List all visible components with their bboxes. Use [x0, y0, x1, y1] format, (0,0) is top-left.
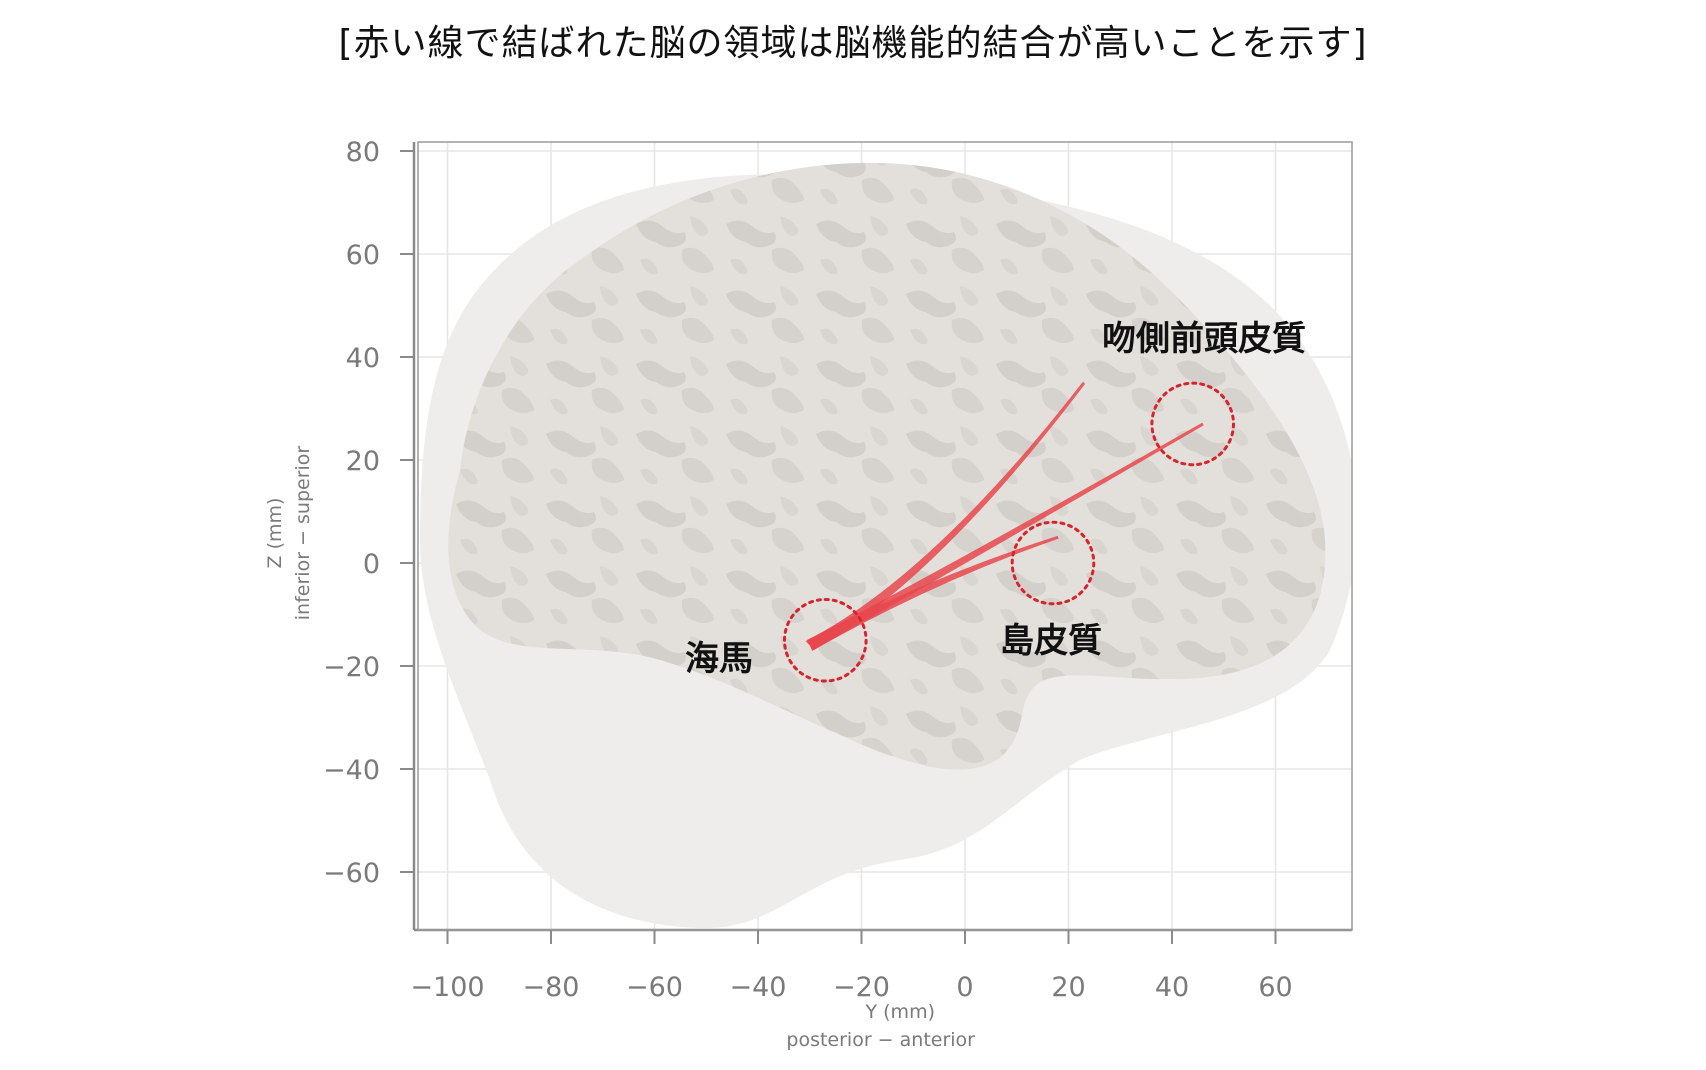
x-tick-label: 40	[1155, 972, 1189, 1003]
connection-ribbon	[807, 535, 1059, 651]
y-tick-label: 0	[363, 549, 380, 580]
region-circle	[782, 597, 868, 683]
y-tick-label: −60	[323, 858, 380, 889]
region-circles	[782, 381, 1235, 683]
y-axis-subtitle: inferior − superior	[292, 446, 314, 621]
region-circle	[1010, 520, 1096, 606]
y-tick-label: −40	[323, 755, 380, 786]
label-insula: 島皮質	[1000, 621, 1102, 661]
figure-title: [赤い線で結ばれた脳の領域は脳機能的結合が高いことを示す]	[338, 23, 1368, 64]
label-hippocampus: 海馬	[685, 639, 753, 679]
y-axis-title: Z (mm)	[264, 498, 286, 569]
y-axis-ticks: 80 60 40 20 0 −20 −40 −60	[323, 137, 414, 889]
x-tick-label: 20	[1051, 972, 1085, 1003]
x-tick-label: 60	[1258, 972, 1292, 1003]
region-circle	[1150, 381, 1235, 467]
x-axis-title: Y (mm)	[865, 1001, 936, 1023]
x-axis-subtitle: posterior − anterior	[786, 1029, 975, 1051]
connection-lines	[805, 381, 1204, 651]
x-axis-ticks: −100 −80 −60 −40 −20 0 20 40 60	[410, 930, 1293, 1003]
y-tick-label: 40	[346, 343, 380, 374]
x-tick-label: −60	[626, 972, 683, 1003]
y-tick-label: 80	[346, 137, 380, 168]
brain-cortex-silhouette	[448, 162, 1326, 770]
x-tick-label: −100	[410, 972, 484, 1003]
x-tick-label: −40	[730, 972, 787, 1003]
x-tick-label: −80	[523, 972, 580, 1003]
y-tick-label: −20	[323, 652, 380, 683]
y-tick-label: 60	[346, 240, 380, 271]
plot-border	[417, 141, 1353, 931]
x-tick-label: 0	[956, 972, 973, 1003]
label-rostral-prefrontal: 吻側前頭皮質	[1102, 319, 1306, 359]
y-tick-label: 20	[346, 446, 380, 477]
x-tick-label: −20	[833, 972, 890, 1003]
